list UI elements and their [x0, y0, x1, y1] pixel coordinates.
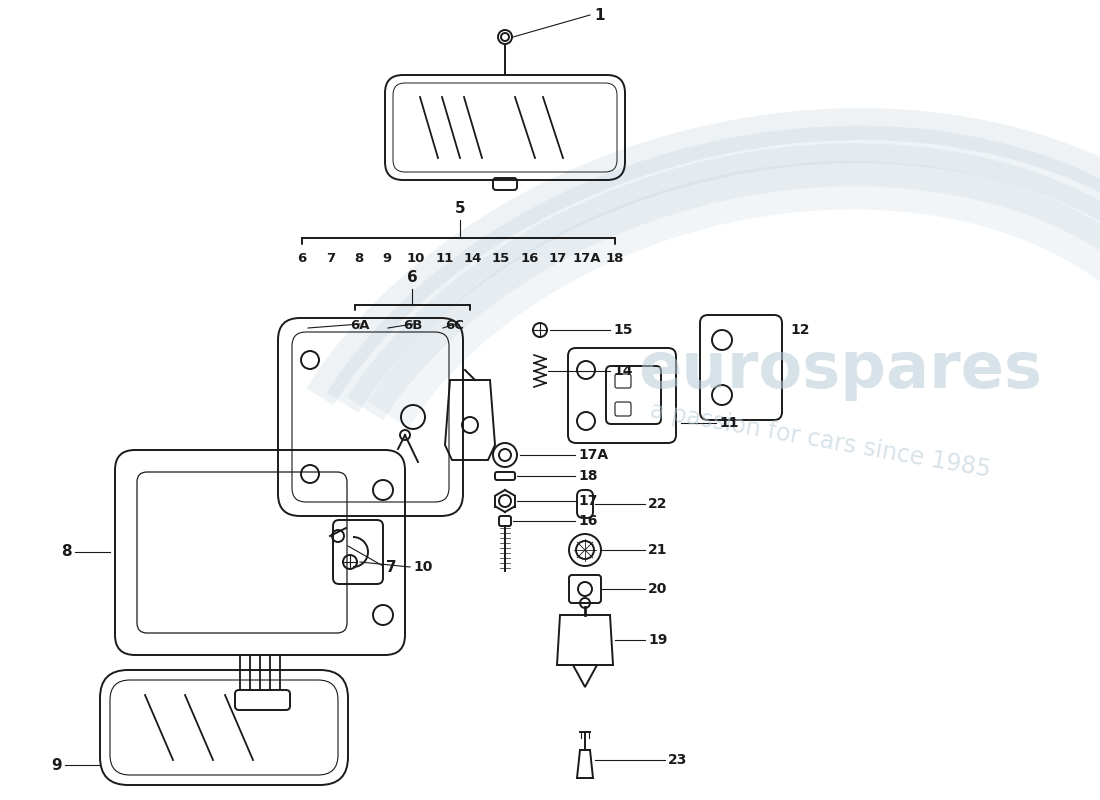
Text: 10: 10 [407, 252, 425, 265]
Text: 16: 16 [578, 514, 597, 528]
Text: 17: 17 [578, 494, 597, 508]
Text: 15: 15 [613, 323, 632, 337]
Text: 9: 9 [52, 758, 62, 773]
Text: 11: 11 [719, 416, 738, 430]
Text: 5: 5 [454, 201, 465, 216]
Text: 8: 8 [354, 252, 363, 265]
Text: 7: 7 [386, 561, 397, 575]
Text: 18: 18 [606, 252, 624, 265]
Text: 1: 1 [594, 7, 605, 22]
Text: 14: 14 [613, 364, 632, 378]
Text: 16: 16 [520, 252, 539, 265]
Text: eurospares: eurospares [638, 339, 1042, 401]
Text: 21: 21 [648, 543, 668, 557]
Text: 14: 14 [463, 252, 482, 265]
Text: 6B: 6B [404, 319, 422, 332]
Text: a passion for cars since 1985: a passion for cars since 1985 [648, 398, 992, 482]
Text: 7: 7 [326, 252, 336, 265]
Text: 17: 17 [549, 252, 568, 265]
Text: 6: 6 [407, 270, 417, 285]
Text: 6C: 6C [446, 319, 464, 332]
Text: 23: 23 [668, 753, 688, 767]
Text: 9: 9 [383, 252, 392, 265]
Text: 18: 18 [578, 469, 597, 483]
Text: 8: 8 [62, 545, 72, 559]
Text: 22: 22 [648, 497, 668, 511]
Text: 19: 19 [648, 633, 668, 647]
Text: 17A: 17A [572, 252, 601, 265]
Text: 10: 10 [412, 560, 432, 574]
Text: 12: 12 [790, 323, 810, 337]
Text: 17A: 17A [578, 448, 608, 462]
Text: 20: 20 [648, 582, 668, 596]
Text: 6A: 6A [350, 319, 370, 332]
Text: 15: 15 [492, 252, 510, 265]
Text: 11: 11 [436, 252, 453, 265]
Text: 6: 6 [297, 252, 307, 265]
